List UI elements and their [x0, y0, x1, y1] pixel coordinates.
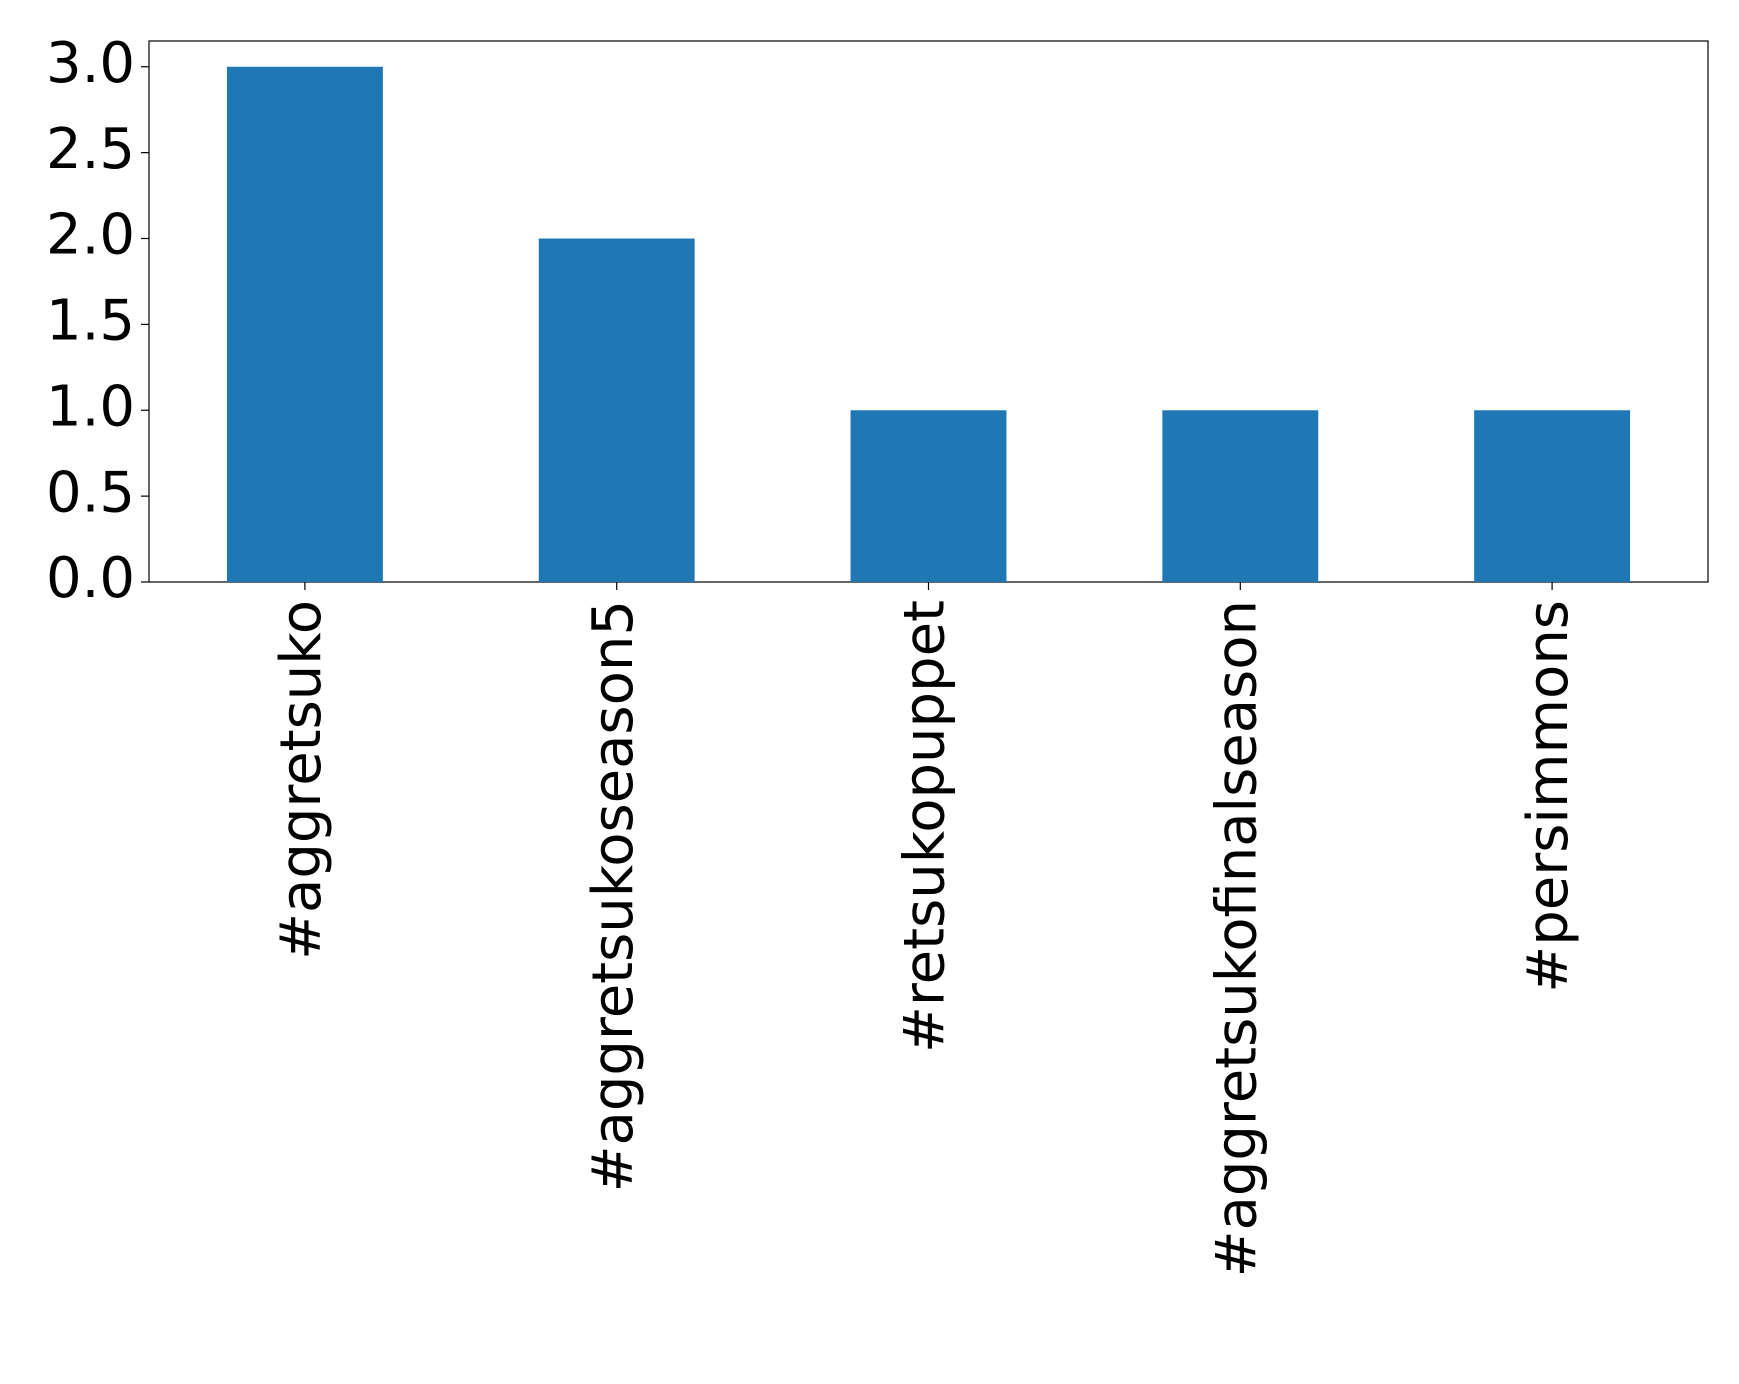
- x-tick-label: #aggretsukofinalseason: [1204, 600, 1269, 1277]
- bar: [1162, 410, 1319, 582]
- y-tick-label: 0.5: [46, 460, 135, 525]
- x-tick-label: #aggretsuko: [269, 600, 334, 960]
- x-tick-label: #aggretsukoseason5: [581, 600, 646, 1192]
- y-tick-label: 1.0: [46, 374, 135, 439]
- bar: [226, 66, 383, 582]
- bar: [1474, 410, 1631, 582]
- bar: [538, 238, 695, 582]
- bar: [850, 410, 1007, 582]
- y-tick-label: 1.5: [46, 289, 135, 354]
- y-tick-label: 0.0: [46, 546, 135, 611]
- x-tick-label: #persimmons: [1516, 600, 1581, 993]
- y-tick-label: 2.0: [46, 203, 135, 268]
- y-tick-label: 3.0: [46, 31, 135, 96]
- y-tick-label: 2.5: [46, 117, 135, 182]
- x-tick-label: #retsukopuppet: [893, 600, 958, 1053]
